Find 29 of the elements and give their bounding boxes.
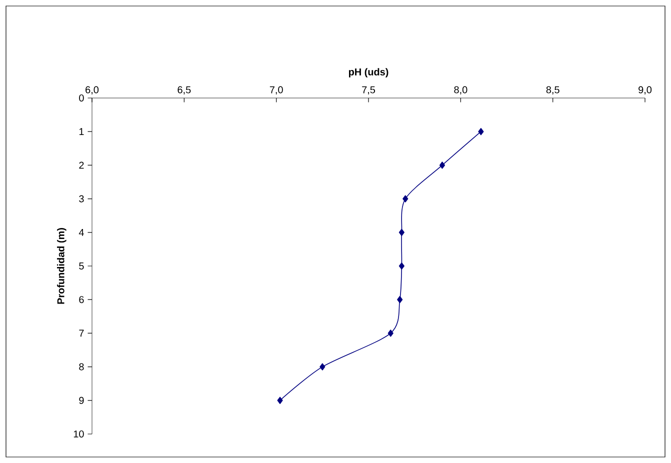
y-axis-title: Profundidad (m) — [57, 228, 66, 304]
point — [398, 262, 404, 270]
y-tick-label: 2 — [79, 162, 84, 169]
x-tick-label: 6,5 — [178, 86, 191, 94]
x-axis-title: pH (uds) — [348, 68, 388, 78]
y-tick-label: 9 — [79, 396, 84, 404]
y-tick-label: 0 — [79, 94, 84, 102]
x-tick-label: 8,0 — [454, 86, 468, 94]
point — [277, 396, 283, 404]
y-tick-label: 4 — [78, 228, 84, 236]
y-tick-label: 5 — [79, 262, 84, 270]
x-tick-label: 9,0 — [638, 86, 652, 94]
x-tick-label: 7,0 — [270, 86, 283, 94]
point — [478, 128, 484, 136]
y-tick-label: 6 — [79, 296, 84, 304]
y-tick-label: 1 — [79, 128, 84, 136]
x-tick-label: 7,5 — [362, 86, 376, 94]
point — [398, 228, 404, 236]
point — [320, 363, 326, 370]
y-tick-label: 3 — [79, 195, 84, 202]
y-tick-label: 7 — [79, 330, 84, 337]
point — [388, 330, 394, 337]
x-tick-label: 8,5 — [546, 86, 560, 94]
x-tick-label: 6,0 — [86, 86, 99, 94]
y-tick-label: 10 — [74, 430, 84, 438]
point — [402, 195, 408, 202]
y-tick-label: 8 — [79, 363, 84, 370]
point — [439, 162, 446, 169]
point — [397, 296, 403, 304]
